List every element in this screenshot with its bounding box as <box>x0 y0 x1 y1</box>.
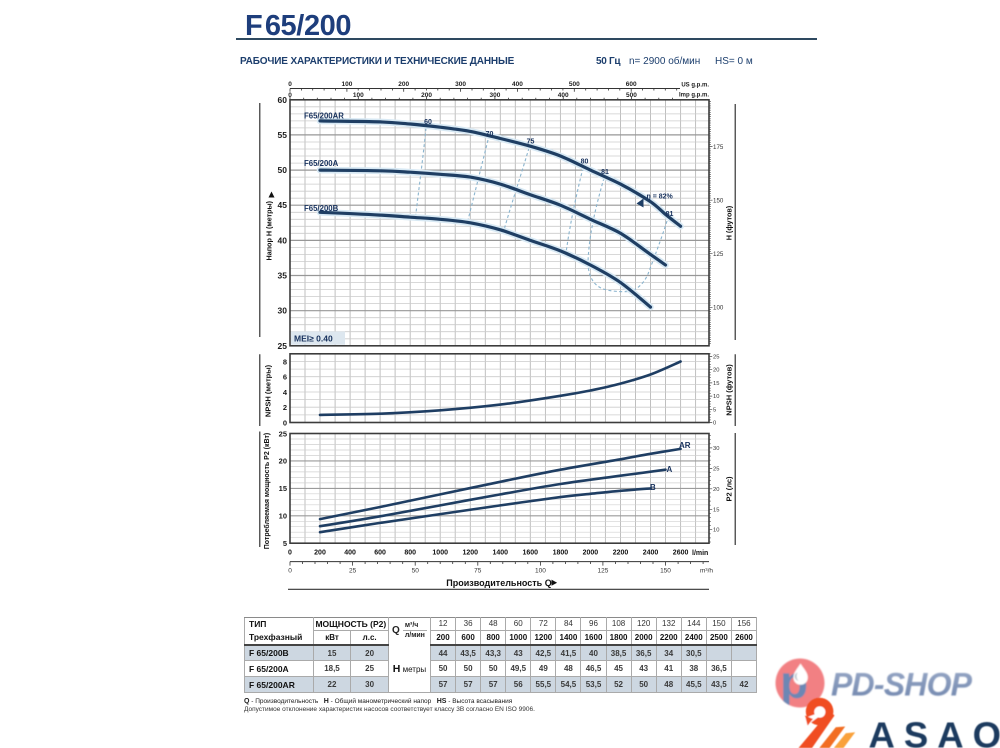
svg-text:B: B <box>650 483 656 492</box>
svg-text:6: 6 <box>283 373 287 382</box>
svg-text:2000: 2000 <box>583 550 599 557</box>
svg-text:10: 10 <box>713 528 719 534</box>
svg-text:η = 82%: η = 82% <box>647 194 674 201</box>
svg-text:300: 300 <box>489 92 500 99</box>
svg-text:0: 0 <box>288 92 292 99</box>
svg-text:10: 10 <box>713 394 719 400</box>
svg-text:25: 25 <box>279 429 287 438</box>
svg-text:600: 600 <box>626 81 637 88</box>
svg-text:Напор H (метры): Напор H (метры) <box>265 200 274 260</box>
svg-text:50: 50 <box>278 165 288 175</box>
svg-text:81: 81 <box>601 169 609 176</box>
svg-text:40: 40 <box>278 235 288 245</box>
svg-text:30: 30 <box>713 446 719 452</box>
svg-text:1400: 1400 <box>493 550 509 557</box>
svg-text:400: 400 <box>512 81 523 88</box>
svg-text:500: 500 <box>626 92 637 99</box>
svg-text:1600: 1600 <box>523 550 539 557</box>
svg-text:5: 5 <box>713 407 716 413</box>
svg-text:25: 25 <box>713 354 719 360</box>
svg-text:300: 300 <box>455 81 466 88</box>
svg-text:30: 30 <box>278 306 288 316</box>
svg-text:Производительность Q: Производительность Q <box>446 578 551 588</box>
svg-text:F65/200B: F65/200B <box>304 204 339 213</box>
svg-text:100: 100 <box>353 92 364 99</box>
svg-text:75: 75 <box>474 568 482 575</box>
svg-text:ASAO: ASAO <box>869 715 1000 748</box>
svg-text:2600: 2600 <box>673 550 689 557</box>
svg-text:125: 125 <box>713 251 724 258</box>
svg-text:NPSH (футов): NPSH (футов) <box>725 364 734 416</box>
svg-text:P2 (лс): P2 (лс) <box>725 476 734 502</box>
svg-text:20: 20 <box>279 457 287 466</box>
svg-text:100: 100 <box>341 81 352 88</box>
svg-text:2400: 2400 <box>643 550 659 557</box>
svg-text:35: 35 <box>278 271 288 281</box>
svg-text:200: 200 <box>421 92 432 99</box>
svg-text:Imp g.p.m.: Imp g.p.m. <box>679 93 709 99</box>
svg-text:175: 175 <box>713 144 724 151</box>
svg-text:20: 20 <box>713 368 719 374</box>
svg-text:15: 15 <box>713 507 719 513</box>
svg-text:81: 81 <box>666 211 674 218</box>
svg-text:400: 400 <box>558 92 569 99</box>
svg-text:MEI≥ 0.40: MEI≥ 0.40 <box>294 334 333 344</box>
svg-text:150: 150 <box>713 197 724 204</box>
svg-text:F65/200A: F65/200A <box>304 159 339 168</box>
svg-text:0: 0 <box>713 421 716 427</box>
svg-text:1000: 1000 <box>432 550 448 557</box>
svg-text:15: 15 <box>713 381 719 387</box>
svg-text:US g.p.m.: US g.p.m. <box>681 83 709 89</box>
svg-text:8: 8 <box>283 357 287 366</box>
svg-text:25: 25 <box>713 466 719 472</box>
svg-text:100: 100 <box>713 305 724 312</box>
svg-text:0: 0 <box>288 568 292 575</box>
svg-text:0: 0 <box>283 418 287 427</box>
svg-text:AR: AR <box>679 441 691 450</box>
svg-text:100: 100 <box>535 568 546 575</box>
svg-text:10: 10 <box>279 512 287 521</box>
svg-text:l/min: l/min <box>692 550 708 557</box>
svg-text:50: 50 <box>412 568 420 575</box>
svg-text:H (футов): H (футов) <box>725 205 734 240</box>
svg-text:200: 200 <box>398 81 409 88</box>
svg-text:NPSH (метры): NPSH (метры) <box>264 364 273 417</box>
svg-text:m³/h: m³/h <box>700 568 713 575</box>
svg-text:70: 70 <box>486 131 494 138</box>
svg-text:600: 600 <box>374 550 386 557</box>
svg-text:45: 45 <box>278 200 288 210</box>
svg-text:200: 200 <box>314 550 326 557</box>
svg-text:PD-SHOP: PD-SHOP <box>831 667 973 703</box>
svg-text:1200: 1200 <box>463 550 479 557</box>
svg-text:55: 55 <box>278 130 288 140</box>
svg-text:75: 75 <box>527 139 535 146</box>
svg-text:1800: 1800 <box>553 550 569 557</box>
svg-text:150: 150 <box>660 568 671 575</box>
svg-text:2200: 2200 <box>613 550 629 557</box>
svg-text:20: 20 <box>713 487 719 493</box>
svg-text:60: 60 <box>278 95 288 105</box>
svg-text:25: 25 <box>278 341 288 351</box>
svg-text:0: 0 <box>288 81 292 88</box>
svg-text:500: 500 <box>569 81 580 88</box>
svg-text:4: 4 <box>283 388 288 397</box>
svg-text:5: 5 <box>283 539 287 548</box>
svg-text:125: 125 <box>597 568 608 575</box>
svg-text:Потребляемая мощность P2 (кВт): Потребляемая мощность P2 (кВт) <box>263 433 271 549</box>
svg-text:400: 400 <box>344 550 356 557</box>
svg-text:15: 15 <box>279 484 287 493</box>
svg-text:2: 2 <box>283 403 287 412</box>
svg-text:80: 80 <box>581 159 589 166</box>
svg-text:25: 25 <box>349 568 357 575</box>
svg-text:800: 800 <box>404 550 416 557</box>
svg-text:A: A <box>667 465 673 474</box>
svg-text:F65/200AR: F65/200AR <box>304 112 344 121</box>
svg-text:60: 60 <box>424 119 432 126</box>
svg-text:0: 0 <box>288 550 292 557</box>
